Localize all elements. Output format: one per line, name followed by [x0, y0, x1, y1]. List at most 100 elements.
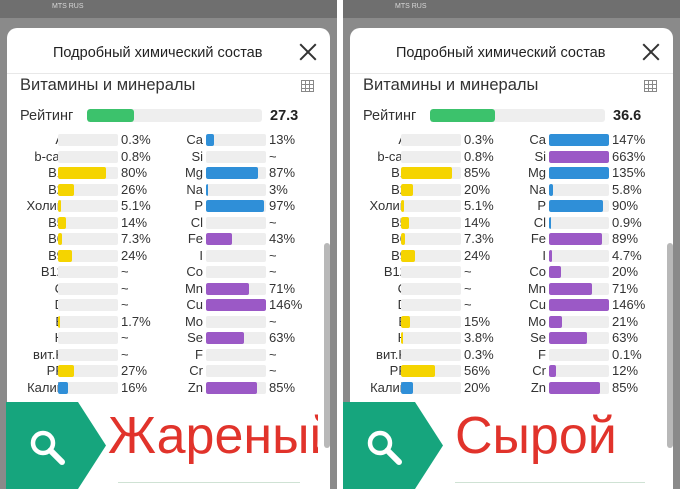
- nutrient-bar-fill: [401, 167, 452, 179]
- nutrient-row: A0.3%: [7, 132, 330, 148]
- nutrient-bar: [58, 150, 118, 163]
- nutrient-label: Co: [529, 264, 546, 279]
- nutrient-label: Fe: [187, 231, 203, 246]
- search-icon[interactable]: [366, 429, 402, 465]
- nutrient-label: Fe: [530, 231, 546, 246]
- nutrient-value: 7.3%: [121, 231, 151, 246]
- nutrient-bar: [58, 200, 118, 212]
- nutrient-bar: [401, 348, 461, 361]
- close-icon[interactable]: [298, 42, 318, 62]
- nutrient-row: C~: [350, 281, 673, 297]
- nutrient-value: 63%: [612, 330, 639, 345]
- nutrient-bar-fill: [206, 299, 266, 311]
- nutrient-value: 663%: [612, 148, 646, 164]
- rating-bar-fill: [430, 109, 495, 122]
- nutrient-value: 43%: [269, 231, 296, 246]
- overlay-label: Жареный: [108, 407, 318, 465]
- nutrient-bar: [549, 332, 609, 344]
- nutrient-label: Холин: [26, 198, 65, 213]
- nutrient-bar: [58, 183, 118, 196]
- nutrient-bar-fill: [58, 167, 106, 179]
- nutrient-label: b-car: [34, 148, 64, 164]
- header-divider: [7, 73, 330, 74]
- nutrient-bar-fill: [206, 200, 265, 212]
- nutrient-bar: [549, 299, 609, 311]
- nutrient-row: Zn 85%: [350, 380, 673, 396]
- nutrient-bar-fill: [549, 233, 603, 245]
- nutrient-value: 5.1%: [464, 198, 494, 213]
- nutrient-row: PP 56%: [350, 363, 673, 379]
- table-icon[interactable]: [301, 80, 314, 92]
- nutrient-value: 20%: [612, 264, 639, 279]
- scrollbar[interactable]: [667, 243, 673, 448]
- nutrient-row: Mo 21%: [350, 314, 673, 330]
- nutrient-value: 71%: [612, 280, 639, 296]
- nutrient-value: 21%: [612, 313, 639, 329]
- nutrient-value: ~: [121, 264, 129, 279]
- nutrient-bar: [549, 365, 609, 377]
- nutrient-bar: [58, 315, 118, 328]
- nutrient-bar: [401, 134, 461, 146]
- nutrient-bar-fill: [549, 381, 600, 394]
- nutrient-value: ~: [269, 214, 277, 230]
- nutrient-value: 85%: [612, 379, 639, 395]
- nutrient-bar: [401, 315, 461, 328]
- nutrient-value: ~: [464, 297, 472, 312]
- nutrient-bar: [206, 216, 266, 229]
- nutrient-bar: [549, 266, 609, 278]
- nutrient-value: 97%: [269, 198, 296, 213]
- nutrient-value: 5.1%: [121, 198, 151, 213]
- nutrient-value: ~: [269, 313, 277, 329]
- rating-label: Рейтинг: [20, 108, 74, 124]
- nutrient-bar: [206, 282, 266, 295]
- nutrient-bar: [58, 167, 118, 179]
- nutrient-bar-fill: [549, 183, 553, 196]
- nutrient-bar: [401, 183, 461, 196]
- nutrient-bar: [549, 216, 609, 229]
- nutrient-value: ~: [121, 297, 129, 312]
- nutrient-label: Zn: [187, 379, 203, 395]
- nutrient-row: B6 7.3%: [350, 231, 673, 247]
- nutrient-value: 0.1%: [612, 346, 642, 362]
- nutrient-bar: [401, 332, 461, 344]
- nutrient-row: P 90%: [350, 198, 673, 214]
- nutrient-bar: [401, 167, 461, 179]
- sheet-header: Подробный химический состав: [350, 38, 673, 68]
- nutrient-row: b-car 0.8%: [7, 149, 330, 165]
- nutrient-label: P: [194, 198, 203, 213]
- nutrient-row: E15%: [350, 314, 673, 330]
- nutrient-row: Калий 16%: [7, 380, 330, 396]
- nutrient-bar-fill: [401, 315, 410, 328]
- nutrient-label: Mo: [184, 313, 203, 329]
- status-bar: MTS RUS: [343, 0, 680, 18]
- nutrient-label: Холин: [369, 198, 408, 213]
- nutrient-value: 146%: [269, 297, 303, 312]
- nutrient-label: Na: [529, 181, 546, 197]
- nutrient-bar: [58, 233, 118, 245]
- nutrient-value: 1.7%: [121, 313, 151, 329]
- search-tab[interactable]: [343, 402, 443, 489]
- nutrient-bar-fill: [401, 233, 406, 245]
- nutrient-value: ~: [269, 247, 277, 263]
- nutrient-bar: [206, 134, 266, 146]
- nutrient-label: Mn: [527, 280, 546, 296]
- search-tab[interactable]: [6, 402, 106, 489]
- nutrient-bar-fill: [549, 365, 557, 377]
- nutrient-bar-fill: [549, 216, 552, 229]
- nutrient-value: 20%: [464, 379, 491, 395]
- nutrient-bar: [549, 249, 609, 262]
- nutrient-row: Zn 85%: [7, 380, 330, 396]
- nutrient-label: Mg: [184, 165, 203, 180]
- table-icon[interactable]: [644, 80, 657, 92]
- nutrient-row: Si 663%: [350, 149, 673, 165]
- scrollbar[interactable]: [324, 243, 330, 448]
- nutrient-row: Fe 43%: [7, 231, 330, 247]
- nutrient-label: I: [199, 247, 203, 263]
- nutrient-row: F 0.1%: [350, 347, 673, 363]
- nutrient-row: Co 20%: [350, 264, 673, 280]
- search-icon[interactable]: [29, 429, 65, 465]
- close-icon[interactable]: [641, 42, 661, 62]
- nutrient-label: Mg: [527, 165, 546, 180]
- nutrient-value: 3%: [269, 181, 288, 197]
- nutrient-value: 85%: [464, 165, 491, 180]
